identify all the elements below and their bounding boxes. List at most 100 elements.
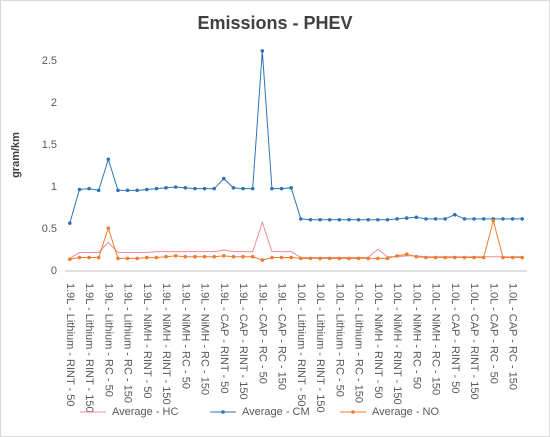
data-point xyxy=(68,257,72,262)
x-tick-label: 1.0L - NiMH - RC - 50 xyxy=(410,283,422,389)
y-tick-label: 0 xyxy=(51,265,57,277)
data-point xyxy=(125,188,130,193)
data-point xyxy=(231,254,236,259)
data-point xyxy=(260,49,265,53)
x-tick-label: 1.9L - NiMH - RC - 50 xyxy=(179,283,191,389)
data-point xyxy=(193,186,197,191)
data-point xyxy=(250,254,255,259)
data-point xyxy=(376,256,380,261)
data-point xyxy=(145,255,149,260)
data-point xyxy=(327,217,332,222)
data-point xyxy=(260,258,265,262)
data-point xyxy=(385,217,390,222)
data-point xyxy=(231,186,236,190)
data-point xyxy=(520,217,524,221)
x-tick-label: 1.9L - CAP - RC - 50 xyxy=(256,283,268,384)
x-tick-label: 1.9L - Lithium - RINT - 50 xyxy=(64,283,76,407)
data-point xyxy=(491,218,496,223)
data-point xyxy=(462,255,467,260)
data-point xyxy=(164,254,168,259)
data-point xyxy=(270,255,274,260)
legend-label: Average - NO xyxy=(372,406,439,418)
data-point xyxy=(183,254,188,259)
data-point xyxy=(443,217,447,221)
data-point xyxy=(222,176,226,181)
data-point xyxy=(308,256,313,261)
data-point xyxy=(510,255,515,260)
data-point xyxy=(472,255,476,260)
data-point xyxy=(241,254,245,259)
data-point xyxy=(289,186,293,190)
data-point xyxy=(404,216,409,220)
data-point xyxy=(202,254,207,259)
data-point xyxy=(404,252,409,256)
x-tick-label: 1.9L - Lithium - RC - 150 xyxy=(122,283,134,403)
legend-label: Average - CM xyxy=(242,406,310,418)
y-tick-label: 0.5 xyxy=(42,223,57,235)
y-tick-label: 1.5 xyxy=(42,139,57,151)
data-point xyxy=(77,255,82,260)
x-tick-label: 1.0L - NiMH - RINT - 50 xyxy=(372,283,384,399)
x-tick-label: 1.9L - Lithium - RC - 50 xyxy=(102,283,114,397)
data-point xyxy=(270,186,274,191)
data-point xyxy=(77,187,82,192)
y-tick-label: 2 xyxy=(51,97,57,109)
data-point xyxy=(318,217,322,222)
data-point xyxy=(125,256,130,261)
x-tick-label: 1.0L - Lithium - RINT - 150 xyxy=(314,283,326,413)
legend-label: Average - HC xyxy=(112,406,178,418)
x-tick-label: 1.0L - NiMH - RC - 150 xyxy=(430,283,442,395)
y-tick-label: 1 xyxy=(51,181,57,193)
data-point xyxy=(472,217,476,221)
x-tick-label: 1.9L - CAP - RC - 150 xyxy=(276,283,288,390)
data-point xyxy=(366,217,370,222)
data-point xyxy=(135,256,139,261)
data-point xyxy=(356,217,361,222)
x-tick-label: 1.0L - NiMH - RINT - 150 xyxy=(391,283,403,405)
data-point xyxy=(135,188,139,193)
data-point xyxy=(366,256,370,261)
data-point xyxy=(299,256,303,261)
data-point xyxy=(289,255,293,260)
data-point xyxy=(106,157,111,162)
data-point xyxy=(241,186,245,191)
data-point xyxy=(145,187,149,192)
x-tick-label: 1.9L - NiMH - RINT - 50 xyxy=(141,283,153,399)
x-tick-label: 1.9L - Lithium - RINT - 150 xyxy=(83,283,95,413)
x-tick-label: 1.0L - CAP - RINT - 50 xyxy=(449,283,461,393)
data-point xyxy=(327,256,332,261)
x-tick-label: 1.9L - CAP - RINT - 150 xyxy=(237,283,249,400)
data-point xyxy=(96,255,101,260)
data-point xyxy=(376,217,380,222)
x-tick-label: 1.9L - CAP - RINT - 50 xyxy=(218,283,230,393)
series-line xyxy=(69,220,523,259)
data-point xyxy=(443,255,447,260)
data-point xyxy=(520,255,524,260)
data-point xyxy=(462,217,467,221)
data-point xyxy=(164,186,168,190)
x-tick-label: 1.9L - NiMH - RC - 150 xyxy=(199,283,211,395)
x-tick-label: 1.0L - Lithium - RC - 50 xyxy=(333,283,345,397)
data-point xyxy=(68,221,72,225)
data-point xyxy=(222,254,226,258)
data-point xyxy=(395,254,399,258)
x-tick-label: 1.0L - Lithium - RINT - 50 xyxy=(295,283,307,407)
data-point xyxy=(202,186,207,191)
data-point xyxy=(424,255,428,260)
data-point xyxy=(308,217,313,222)
data-point xyxy=(193,254,197,259)
data-point xyxy=(173,185,178,189)
legend-marker xyxy=(221,410,225,414)
data-point xyxy=(501,255,505,260)
x-tick-label: 1.0L - CAP - RC - 150 xyxy=(507,283,519,390)
data-point xyxy=(347,256,351,261)
data-point xyxy=(347,217,351,222)
data-point xyxy=(87,255,91,260)
x-tick-label: 1.0L - CAP - RC - 50 xyxy=(487,283,499,384)
y-axis-label: gram/km xyxy=(10,132,22,178)
chart-title: Emissions - PHEV xyxy=(197,13,352,33)
data-point xyxy=(318,256,322,261)
data-point xyxy=(116,188,120,193)
